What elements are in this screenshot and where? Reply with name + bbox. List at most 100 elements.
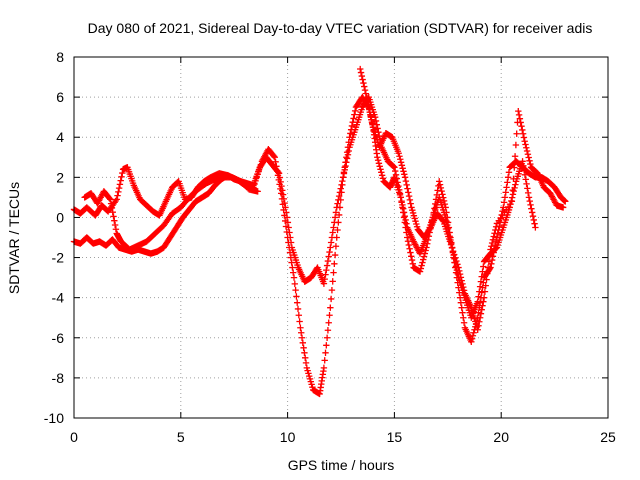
series-track-c	[81, 65, 567, 333]
data-point	[476, 288, 483, 295]
data-point	[526, 197, 533, 205]
data-point	[452, 254, 459, 262]
data-point	[347, 130, 354, 137]
data-point	[343, 159, 350, 166]
data-point	[301, 349, 308, 357]
data-point	[438, 187, 445, 195]
data-point	[284, 219, 292, 226]
data-point	[376, 163, 383, 170]
y-tick-label: -4	[52, 290, 65, 306]
data-point	[521, 171, 529, 179]
data-point	[290, 274, 298, 281]
data-point	[357, 69, 365, 76]
data-point	[524, 189, 532, 197]
data-point	[403, 181, 410, 189]
data-point	[527, 160, 534, 168]
y-tick-label: 6	[56, 89, 64, 105]
data-point	[470, 329, 477, 336]
data-point	[492, 223, 500, 230]
data-point	[523, 147, 531, 155]
data-point	[294, 299, 301, 306]
data-point	[488, 243, 495, 250]
data-point	[280, 195, 288, 203]
data-point	[479, 302, 486, 309]
data-point	[409, 260, 417, 268]
data-point	[291, 280, 299, 288]
data-point	[115, 184, 123, 192]
data-point	[322, 271, 329, 278]
data-point	[468, 335, 476, 342]
data-point	[448, 244, 456, 252]
data-point	[108, 204, 116, 212]
data-point	[371, 113, 379, 121]
data-point	[331, 219, 338, 226]
data-point	[509, 186, 516, 194]
plot-frame	[73, 56, 609, 419]
data-point	[365, 101, 372, 108]
data-point	[459, 280, 466, 288]
data-point	[405, 189, 412, 196]
data-point	[334, 226, 341, 234]
data-point	[483, 276, 490, 283]
data-point	[456, 267, 463, 275]
data-point	[407, 249, 414, 256]
data-point	[456, 270, 464, 278]
data-point	[405, 241, 413, 249]
grid-lines	[74, 57, 608, 418]
data-point	[302, 354, 309, 362]
data-point	[503, 184, 510, 191]
data-point	[398, 197, 405, 205]
data-point	[437, 184, 445, 192]
data-point	[116, 181, 124, 188]
y-tick-label: -2	[52, 250, 65, 266]
data-point	[118, 173, 125, 181]
data-point	[478, 306, 485, 313]
data-point	[515, 107, 522, 115]
data-point	[272, 158, 279, 165]
data-point	[107, 196, 114, 203]
data-point	[406, 245, 413, 252]
data-point	[336, 189, 344, 196]
data-point	[330, 269, 337, 276]
data-point	[396, 153, 403, 160]
data-point	[487, 246, 494, 253]
data-point	[523, 180, 530, 188]
data-point	[416, 268, 424, 275]
data-points	[70, 65, 569, 398]
data-point	[401, 171, 408, 178]
data-point	[476, 314, 484, 321]
data-point	[408, 253, 415, 260]
data-point	[323, 342, 330, 349]
data-point	[327, 295, 335, 303]
data-point	[439, 191, 446, 198]
data-point	[361, 83, 368, 90]
data-point	[434, 187, 441, 194]
x-tick-label: 25	[600, 429, 616, 445]
x-tick-label: 0	[70, 429, 78, 445]
data-point	[293, 293, 300, 300]
data-point	[327, 304, 334, 311]
data-point	[480, 263, 487, 270]
x-tick-label: 5	[177, 429, 185, 445]
data-point	[518, 122, 525, 130]
data-point	[300, 344, 307, 352]
data-point	[375, 160, 383, 167]
data-point	[511, 164, 518, 171]
y-tick-label: 4	[56, 129, 64, 145]
data-point	[331, 214, 339, 221]
axis-ticks	[73, 56, 609, 419]
data-point	[391, 164, 398, 171]
data-point	[396, 190, 404, 197]
data-point	[455, 264, 462, 271]
data-point	[460, 283, 467, 291]
data-point	[379, 175, 387, 182]
data-point	[446, 238, 454, 245]
data-point	[298, 334, 306, 341]
data-point	[364, 97, 371, 105]
data-point	[407, 200, 414, 207]
data-point	[323, 266, 330, 274]
data-point	[326, 312, 333, 319]
data-point	[520, 162, 527, 170]
data-point	[327, 239, 335, 246]
data-point	[324, 327, 332, 334]
